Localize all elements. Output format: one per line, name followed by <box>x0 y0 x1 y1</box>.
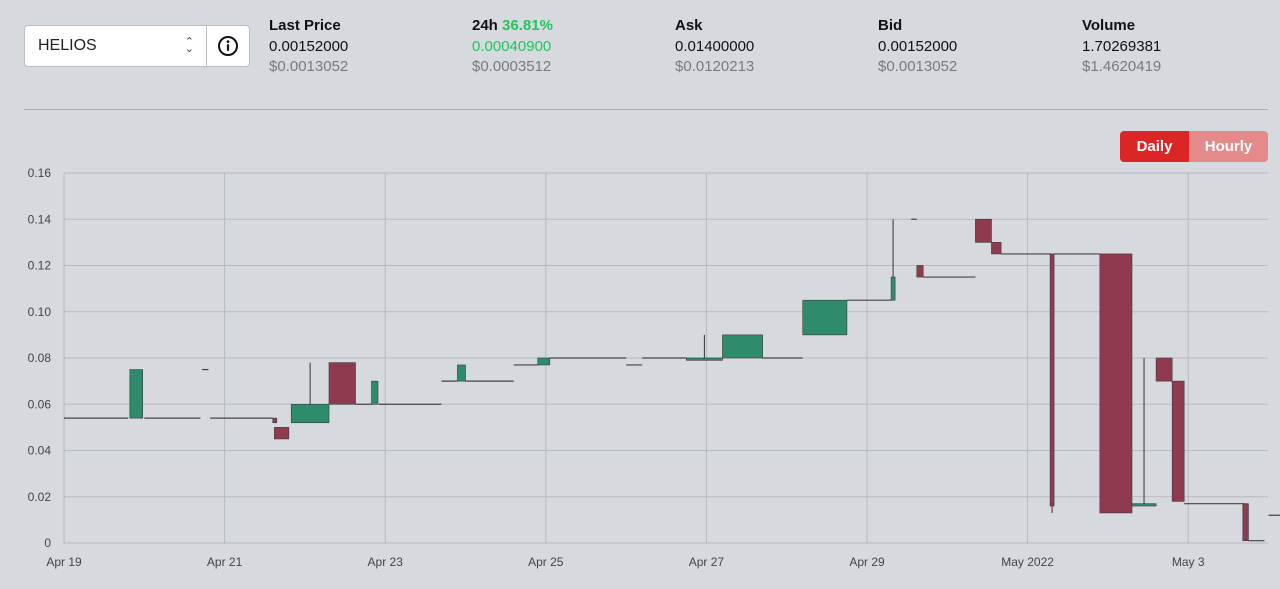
stat-usd: $0.0120213 <box>675 58 755 75</box>
interval-toggle[interactable]: Daily Hourly <box>1120 131 1268 162</box>
y-tick-label: 0 <box>44 536 51 550</box>
x-tick-label: Apr 19 <box>46 555 82 569</box>
candle-down <box>1242 503 1249 541</box>
stat-24h: 24h 36.81% 0.00040900 $0.0003512 <box>472 16 553 78</box>
change-percent: 36.81% <box>502 17 553 34</box>
x-tick-label: Apr 27 <box>689 555 725 569</box>
x-tick-label: Apr 21 <box>207 555 243 569</box>
header-divider <box>24 109 1268 110</box>
candle-up <box>890 276 896 301</box>
y-tick-label: 0.08 <box>28 351 52 365</box>
candle-down <box>274 427 290 440</box>
stat-ask: Ask 0.01400000 $0.0120213 <box>675 16 754 78</box>
candle-down <box>272 417 278 424</box>
y-tick-label: 0.16 <box>28 166 52 180</box>
market-selector[interactable]: HELIOS ⌃ ⌄ <box>24 25 250 67</box>
info-button[interactable] <box>206 26 249 66</box>
candle-up <box>371 380 379 405</box>
stat-label: Ask <box>675 17 703 34</box>
updown-chevron-icon: ⌃ ⌄ <box>184 36 194 55</box>
x-tick-label: Apr 23 <box>368 555 404 569</box>
hourly-button[interactable]: Hourly <box>1189 131 1268 162</box>
y-tick-label: 0.10 <box>28 305 52 319</box>
stat-volume: Volume 1.70269381 $1.4620419 <box>1082 16 1161 78</box>
candle-up <box>802 299 848 336</box>
candle-down <box>1049 253 1055 507</box>
stat-label: 24h 36.81% <box>472 16 553 37</box>
candle-up <box>537 357 551 366</box>
stat-label: Volume <box>1082 17 1136 34</box>
candle-down <box>328 362 356 405</box>
y-tick-label: 0.02 <box>28 490 52 504</box>
candle-up <box>722 334 763 359</box>
market-select[interactable]: HELIOS ⌃ ⌄ <box>25 26 206 66</box>
stat-label: Bid <box>878 17 903 34</box>
stat-value: 0.00152000 <box>269 37 349 55</box>
daily-button[interactable]: Daily <box>1120 131 1189 162</box>
stat-value: 0.00040900 <box>472 37 552 55</box>
stat-label: Last Price <box>269 17 341 34</box>
candle-down <box>991 242 1002 255</box>
y-tick-label: 0.06 <box>28 397 52 411</box>
candle-down <box>916 265 924 278</box>
info-circle-icon <box>218 36 238 56</box>
stat-value: 1.70269381 <box>1082 37 1162 55</box>
candle-up <box>457 364 466 382</box>
x-tick-label: Apr 25 <box>528 555 564 569</box>
stat-usd: $0.0003512 <box>472 58 552 75</box>
x-tick-label: Apr 29 <box>849 555 885 569</box>
candle-down <box>1171 380 1185 502</box>
x-tick-label: May 3 <box>1172 555 1205 569</box>
candle-up <box>686 357 723 361</box>
stat-usd: $1.4620419 <box>1082 58 1162 75</box>
stat-last-price: Last Price 0.00152000 $0.0013052 <box>269 16 348 78</box>
candle-down <box>1099 253 1133 514</box>
stat-value: 0.00152000 <box>878 37 958 55</box>
y-tick-label: 0.04 <box>28 444 52 458</box>
x-tick-label: May 2022 <box>1001 555 1054 569</box>
y-tick-label: 0.14 <box>28 212 52 226</box>
stat-bid: Bid 0.00152000 $0.0013052 <box>878 16 957 78</box>
candle-up <box>1131 503 1157 507</box>
stat-label-text: 24h <box>472 17 498 34</box>
candle-down <box>975 218 992 243</box>
market-select-value: HELIOS <box>38 37 97 54</box>
y-tick-label: 0.12 <box>28 259 52 273</box>
candle-up <box>290 403 330 424</box>
candle-up <box>129 369 143 419</box>
stat-usd: $0.0013052 <box>878 58 958 75</box>
stat-usd: $0.0013052 <box>269 58 349 75</box>
stat-value: 0.01400000 <box>675 37 755 55</box>
candle-down <box>1155 357 1173 382</box>
